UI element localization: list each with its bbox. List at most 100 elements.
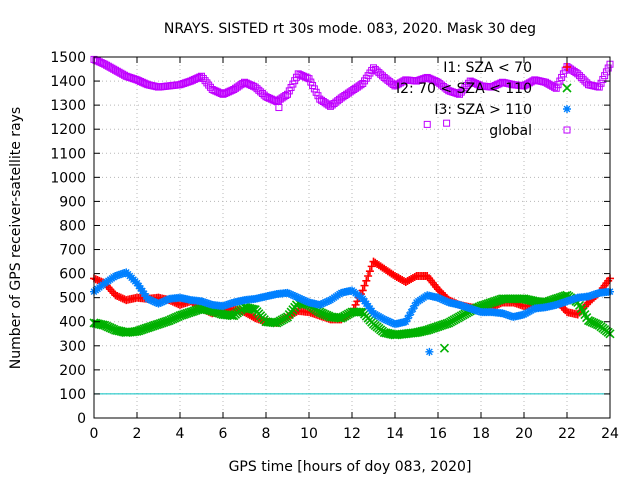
data-point <box>457 88 465 96</box>
data-point <box>337 94 345 102</box>
x-tick-label: 6 <box>219 426 228 442</box>
data-point <box>556 77 564 85</box>
data-point <box>282 92 290 100</box>
data-point <box>549 82 557 90</box>
data-point <box>217 90 225 98</box>
data-point <box>568 66 576 74</box>
data-point <box>94 57 102 65</box>
y-tick-label: 1000 <box>50 170 86 186</box>
y-tick-label: 1400 <box>50 74 86 90</box>
legend-marker <box>563 63 571 71</box>
data-point <box>115 292 124 301</box>
data-point <box>187 77 195 85</box>
data-point <box>602 68 610 76</box>
data-point <box>237 81 245 89</box>
data-point <box>194 74 202 82</box>
data-point <box>183 78 191 86</box>
y-tick-label: 600 <box>59 267 86 283</box>
x-axis-label: GPS time [hours of doy 083, 2020] <box>229 459 472 475</box>
data-point <box>215 89 223 97</box>
data-point <box>300 72 308 80</box>
x-tick-label: 14 <box>386 426 404 442</box>
data-point <box>325 101 333 109</box>
data-point <box>339 93 347 101</box>
data-point <box>420 75 428 83</box>
data-point <box>452 89 460 97</box>
data-point <box>604 64 612 72</box>
data-point <box>362 276 371 285</box>
x-tick-label: 2 <box>133 426 142 442</box>
data-point <box>355 82 363 90</box>
data-point <box>429 76 437 84</box>
outlier-point <box>443 119 451 127</box>
data-point <box>221 90 229 98</box>
data-point <box>181 79 189 87</box>
data-point <box>246 81 254 89</box>
data-point <box>565 64 573 72</box>
data-point <box>266 94 274 102</box>
y-tick-label: 1500 <box>50 50 86 66</box>
data-point <box>93 276 102 285</box>
data-point <box>416 76 424 84</box>
data-point <box>196 73 204 81</box>
data-point <box>488 83 496 91</box>
y-tick-label: 300 <box>59 339 86 355</box>
data-point <box>212 87 220 95</box>
series-4 <box>90 55 614 110</box>
data-point <box>131 75 139 83</box>
data-point <box>232 84 240 92</box>
y-axis-label: Number of GPS receiver-satellite rays <box>8 107 24 369</box>
data-point <box>321 99 329 107</box>
data-point <box>576 72 584 80</box>
data-point <box>601 72 609 80</box>
data-point <box>459 86 467 94</box>
data-point <box>552 84 560 92</box>
legend-marker <box>562 83 572 93</box>
data-point <box>497 79 505 87</box>
data-point <box>448 88 456 96</box>
data-point <box>278 94 286 102</box>
data-point <box>208 85 216 93</box>
y-tick-label: 0 <box>77 411 86 427</box>
data-point <box>351 300 360 309</box>
data-point <box>176 81 184 89</box>
x-tick-label: 20 <box>515 426 533 442</box>
data-point <box>579 75 587 83</box>
data-point <box>319 299 328 308</box>
data-point <box>445 87 453 95</box>
data-point <box>581 77 589 85</box>
data-point <box>595 83 603 91</box>
data-point <box>450 88 458 96</box>
data-point <box>401 317 410 326</box>
data-point <box>301 73 309 81</box>
data-point <box>398 78 406 86</box>
data-point <box>192 75 200 83</box>
data-point <box>493 81 501 89</box>
data-point <box>570 67 578 75</box>
data-point <box>205 81 213 89</box>
data-point <box>473 80 481 88</box>
data-point <box>95 58 103 66</box>
data-point <box>224 88 232 96</box>
x-tick-label: 12 <box>343 426 361 442</box>
y-tick-label: 700 <box>59 243 86 259</box>
data-point <box>574 70 582 78</box>
data-point <box>358 286 367 295</box>
data-point <box>456 90 463 98</box>
data-point <box>367 262 376 271</box>
legend: I1: SZA < 70 I2: 70 < SZA < 110 I3: SZA > … <box>396 60 572 139</box>
data-point <box>343 90 351 98</box>
data-point <box>319 98 327 106</box>
data-point <box>276 95 284 103</box>
data-point <box>242 79 250 87</box>
legend-label: I2: 70 < SZA < 110 <box>396 81 532 97</box>
data-point <box>140 79 148 87</box>
series-layer <box>89 55 615 356</box>
data-point <box>294 70 302 78</box>
x-tick-label: 18 <box>472 426 490 442</box>
outlier-point <box>439 343 450 353</box>
data-point <box>468 78 476 86</box>
data-point <box>577 73 585 81</box>
data-point <box>353 83 361 91</box>
data-point <box>466 77 474 85</box>
